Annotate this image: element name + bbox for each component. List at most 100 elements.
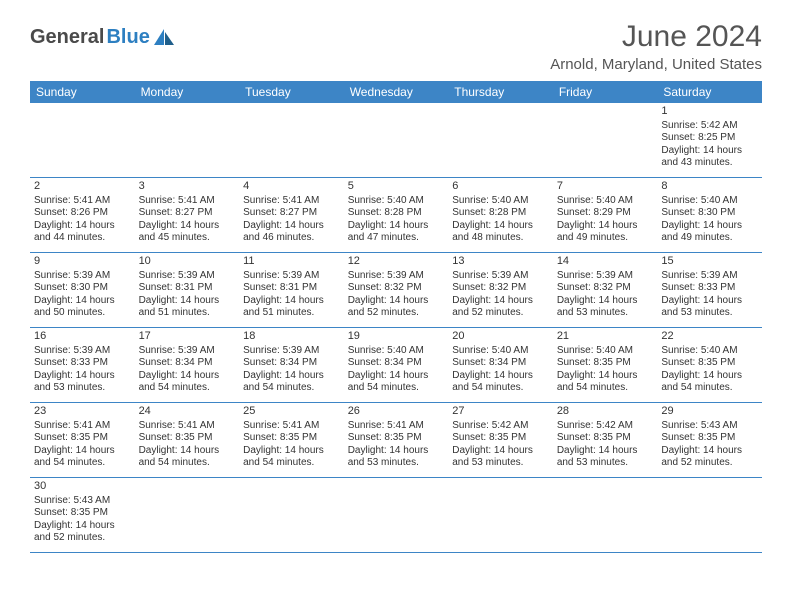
empty-cell xyxy=(30,103,135,178)
sunrise-text: Sunrise: 5:40 AM xyxy=(348,345,445,358)
week-row: 16Sunrise: 5:39 AMSunset: 8:33 PMDayligh… xyxy=(30,328,762,403)
day-cell: 17Sunrise: 5:39 AMSunset: 8:34 PMDayligh… xyxy=(135,328,240,403)
empty-cell xyxy=(553,478,658,553)
daylight-text: Daylight: 14 hours and 54 minutes. xyxy=(661,370,758,395)
day-number: 4 xyxy=(243,180,340,194)
sunrise-text: Sunrise: 5:39 AM xyxy=(452,270,549,283)
sunset-text: Sunset: 8:31 PM xyxy=(243,282,340,295)
sunset-text: Sunset: 8:34 PM xyxy=(243,357,340,370)
sunrise-text: Sunrise: 5:40 AM xyxy=(661,195,758,208)
day-cell: 11Sunrise: 5:39 AMSunset: 8:31 PMDayligh… xyxy=(239,253,344,328)
day-number: 22 xyxy=(661,330,758,344)
day-number: 5 xyxy=(348,180,445,194)
sunrise-text: Sunrise: 5:39 AM xyxy=(34,270,131,283)
sunset-text: Sunset: 8:35 PM xyxy=(452,432,549,445)
calendar-body: 1Sunrise: 5:42 AMSunset: 8:25 PMDaylight… xyxy=(30,103,762,553)
day-cell: 15Sunrise: 5:39 AMSunset: 8:33 PMDayligh… xyxy=(657,253,762,328)
week-row: 1Sunrise: 5:42 AMSunset: 8:25 PMDaylight… xyxy=(30,103,762,178)
day-number: 18 xyxy=(243,330,340,344)
daylight-text: Daylight: 14 hours and 53 minutes. xyxy=(557,445,654,470)
daylight-text: Daylight: 14 hours and 52 minutes. xyxy=(452,295,549,320)
day-header: Saturday xyxy=(657,81,762,103)
sunrise-text: Sunrise: 5:43 AM xyxy=(34,495,131,508)
day-number: 13 xyxy=(452,255,549,269)
day-number: 27 xyxy=(452,405,549,419)
day-cell: 19Sunrise: 5:40 AMSunset: 8:34 PMDayligh… xyxy=(344,328,449,403)
week-row: 30Sunrise: 5:43 AMSunset: 8:35 PMDayligh… xyxy=(30,478,762,553)
daylight-text: Daylight: 14 hours and 47 minutes. xyxy=(348,220,445,245)
sunset-text: Sunset: 8:35 PM xyxy=(34,507,131,520)
sunrise-text: Sunrise: 5:40 AM xyxy=(661,345,758,358)
sunset-text: Sunset: 8:35 PM xyxy=(34,432,131,445)
calendar-table: SundayMondayTuesdayWednesdayThursdayFrid… xyxy=(30,81,762,553)
sunrise-text: Sunrise: 5:40 AM xyxy=(452,195,549,208)
daylight-text: Daylight: 14 hours and 46 minutes. xyxy=(243,220,340,245)
sunrise-text: Sunrise: 5:39 AM xyxy=(34,345,131,358)
empty-cell xyxy=(135,478,240,553)
daylight-text: Daylight: 14 hours and 52 minutes. xyxy=(348,295,445,320)
sunset-text: Sunset: 8:33 PM xyxy=(661,282,758,295)
day-cell: 1Sunrise: 5:42 AMSunset: 8:25 PMDaylight… xyxy=(657,103,762,178)
sunset-text: Sunset: 8:35 PM xyxy=(661,432,758,445)
day-cell: 29Sunrise: 5:43 AMSunset: 8:35 PMDayligh… xyxy=(657,403,762,478)
empty-cell xyxy=(239,478,344,553)
sunset-text: Sunset: 8:31 PM xyxy=(139,282,236,295)
day-number: 7 xyxy=(557,180,654,194)
day-cell: 27Sunrise: 5:42 AMSunset: 8:35 PMDayligh… xyxy=(448,403,553,478)
day-number: 1 xyxy=(661,105,758,119)
empty-cell xyxy=(344,478,449,553)
day-number: 9 xyxy=(34,255,131,269)
sunset-text: Sunset: 8:27 PM xyxy=(139,207,236,220)
sunset-text: Sunset: 8:34 PM xyxy=(348,357,445,370)
daylight-text: Daylight: 14 hours and 51 minutes. xyxy=(243,295,340,320)
logo-text-part1: General xyxy=(30,26,104,49)
calendar-page: General Blue June 2024 Arnold, Maryland,… xyxy=(0,0,792,573)
day-number: 12 xyxy=(348,255,445,269)
week-row: 2Sunrise: 5:41 AMSunset: 8:26 PMDaylight… xyxy=(30,178,762,253)
sunset-text: Sunset: 8:25 PM xyxy=(661,132,758,145)
day-number: 2 xyxy=(34,180,131,194)
daylight-text: Daylight: 14 hours and 49 minutes. xyxy=(557,220,654,245)
daylight-text: Daylight: 14 hours and 54 minutes. xyxy=(139,370,236,395)
sunset-text: Sunset: 8:35 PM xyxy=(348,432,445,445)
sunrise-text: Sunrise: 5:41 AM xyxy=(243,420,340,433)
day-cell: 16Sunrise: 5:39 AMSunset: 8:33 PMDayligh… xyxy=(30,328,135,403)
sunrise-text: Sunrise: 5:41 AM xyxy=(243,195,340,208)
daylight-text: Daylight: 14 hours and 51 minutes. xyxy=(139,295,236,320)
empty-cell xyxy=(344,103,449,178)
day-number: 19 xyxy=(348,330,445,344)
sunset-text: Sunset: 8:35 PM xyxy=(139,432,236,445)
sunset-text: Sunset: 8:27 PM xyxy=(243,207,340,220)
day-number: 17 xyxy=(139,330,236,344)
day-cell: 4Sunrise: 5:41 AMSunset: 8:27 PMDaylight… xyxy=(239,178,344,253)
sunrise-text: Sunrise: 5:39 AM xyxy=(243,345,340,358)
sunrise-text: Sunrise: 5:41 AM xyxy=(348,420,445,433)
day-cell: 23Sunrise: 5:41 AMSunset: 8:35 PMDayligh… xyxy=(30,403,135,478)
sunrise-text: Sunrise: 5:42 AM xyxy=(557,420,654,433)
sunset-text: Sunset: 8:29 PM xyxy=(557,207,654,220)
sunrise-text: Sunrise: 5:39 AM xyxy=(243,270,340,283)
day-cell: 6Sunrise: 5:40 AMSunset: 8:28 PMDaylight… xyxy=(448,178,553,253)
day-number: 28 xyxy=(557,405,654,419)
sunrise-text: Sunrise: 5:40 AM xyxy=(557,195,654,208)
daylight-text: Daylight: 14 hours and 53 minutes. xyxy=(34,370,131,395)
daylight-text: Daylight: 14 hours and 45 minutes. xyxy=(139,220,236,245)
sunset-text: Sunset: 8:32 PM xyxy=(557,282,654,295)
day-cell: 7Sunrise: 5:40 AMSunset: 8:29 PMDaylight… xyxy=(553,178,658,253)
sunrise-text: Sunrise: 5:41 AM xyxy=(34,195,131,208)
day-number: 21 xyxy=(557,330,654,344)
day-cell: 30Sunrise: 5:43 AMSunset: 8:35 PMDayligh… xyxy=(30,478,135,553)
sunrise-text: Sunrise: 5:39 AM xyxy=(139,270,236,283)
daylight-text: Daylight: 14 hours and 54 minutes. xyxy=(139,445,236,470)
sunset-text: Sunset: 8:32 PM xyxy=(452,282,549,295)
sunset-text: Sunset: 8:33 PM xyxy=(34,357,131,370)
daylight-text: Daylight: 14 hours and 54 minutes. xyxy=(243,370,340,395)
day-number: 15 xyxy=(661,255,758,269)
day-cell: 24Sunrise: 5:41 AMSunset: 8:35 PMDayligh… xyxy=(135,403,240,478)
day-number: 14 xyxy=(557,255,654,269)
day-number: 8 xyxy=(661,180,758,194)
day-header: Sunday xyxy=(30,81,135,103)
daylight-text: Daylight: 14 hours and 43 minutes. xyxy=(661,145,758,170)
sunset-text: Sunset: 8:30 PM xyxy=(661,207,758,220)
day-cell: 20Sunrise: 5:40 AMSunset: 8:34 PMDayligh… xyxy=(448,328,553,403)
